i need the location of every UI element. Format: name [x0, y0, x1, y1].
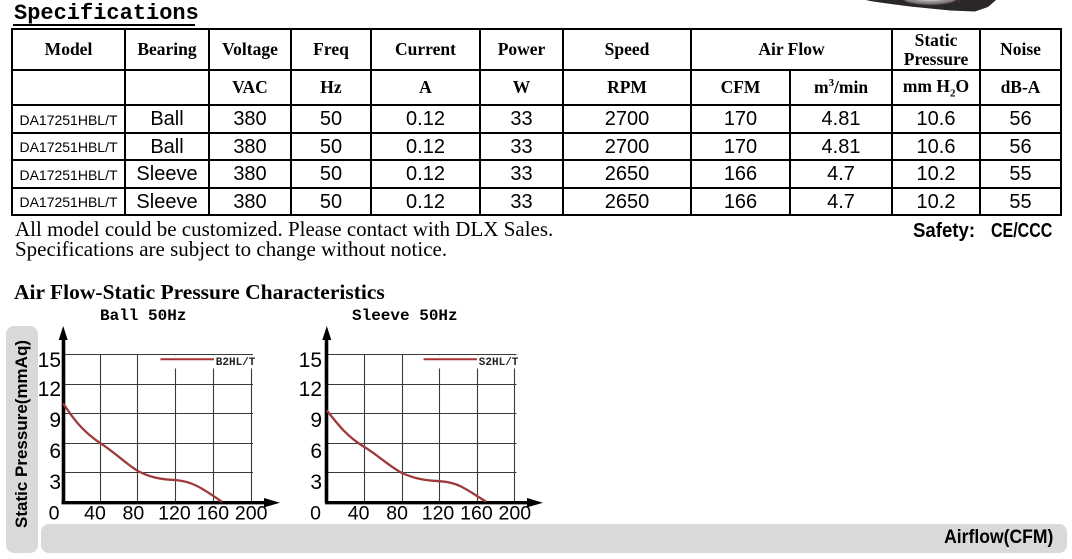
svg-text:0: 0	[310, 503, 321, 525]
svg-text:3: 3	[310, 471, 322, 494]
svg-text:12: 12	[38, 378, 61, 401]
svg-text:40: 40	[348, 503, 370, 525]
svg-text:9: 9	[310, 409, 322, 432]
svg-text:0: 0	[49, 503, 60, 525]
svg-text:80: 80	[386, 503, 408, 525]
svg-text:6: 6	[310, 440, 322, 463]
svg-text:120: 120	[158, 503, 191, 525]
svg-text:200: 200	[235, 503, 268, 525]
svg-text:160: 160	[197, 503, 230, 525]
svg-text:40: 40	[84, 503, 106, 525]
svg-text:15: 15	[299, 349, 322, 372]
svg-text:S2HL/T: S2HL/T	[479, 357, 519, 369]
svg-text:B2HL/T: B2HL/T	[216, 357, 256, 369]
svg-text:9: 9	[49, 409, 61, 432]
svg-text:6: 6	[49, 440, 61, 463]
svg-text:120: 120	[422, 503, 455, 525]
svg-text:80: 80	[123, 503, 145, 525]
svg-text:200: 200	[499, 503, 532, 525]
svg-text:3: 3	[49, 471, 61, 494]
svg-text:15: 15	[38, 349, 61, 372]
svg-text:12: 12	[299, 378, 322, 401]
svg-text:160: 160	[460, 503, 493, 525]
